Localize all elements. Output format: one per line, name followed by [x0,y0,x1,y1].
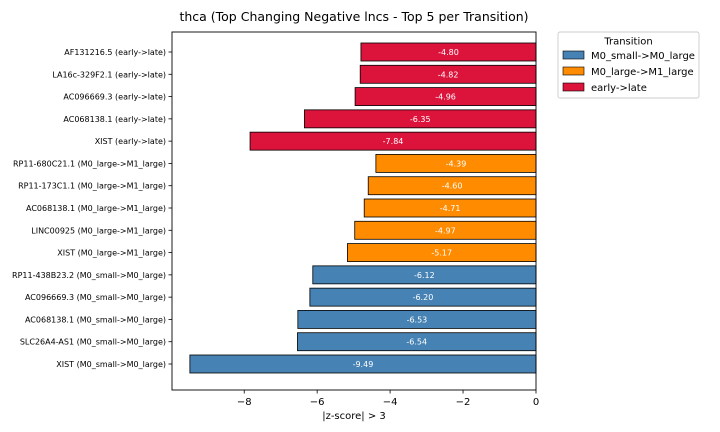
bar-value-label: -6.20 [413,293,434,302]
x-axis-ticks: −8 −6 −4 −2 0 [237,390,539,408]
legend-label: M0_small->M0_large [591,51,695,62]
bar-value-label: -4.82 [438,70,459,79]
y-tick-label: XIST (early->late) [95,137,166,146]
legend-label: early->late [591,83,647,94]
plot-frame [171,31,537,391]
y-tick-label: AC096669.3 (M0_small->M0_large) [25,293,166,302]
y-tick-label: LINC00925 (M0_large->M1_large) [31,226,166,235]
legend-label: M0_large->M1_large [591,67,694,78]
bar-value-label: -6.35 [410,115,431,124]
bars-layer: -4.80 -4.82 -4.96 -6.35 -7.84 -4.39 -4.60 -4.71… [189,42,537,374]
y-tick-label: AF131216.5 (early->late) [64,48,166,57]
y-tick-label: AC068138.1 (M0_large->M1_large) [26,204,166,213]
legend-swatch [562,66,585,76]
y-tick-label: XIST (M0_large->M1_large) [57,249,166,258]
bar-value-label: -6.53 [407,315,428,324]
y-tick-label: RP11-680C21.1 (M0_large->M1_large) [13,159,166,168]
x-tick-label: −8 [237,397,252,408]
x-tick-label: −2 [456,397,471,408]
legend-swatch [562,82,585,92]
bar-value-label: -4.71 [440,204,461,213]
x-tick-label: −6 [310,397,325,408]
y-tick-label: AC096669.3 (early->late) [63,93,166,102]
bar-value-label: -6.12 [414,271,435,280]
bar-value-label: -4.80 [438,48,459,57]
bar-value-label: -9.49 [353,360,374,369]
y-tick-label: RP11-173C1.1 (M0_large->M1_large) [18,182,166,191]
y-tick-label: AC068138.1 (M0_small->M0_large) [25,315,166,324]
y-tick-label: LA16c-329F2.1 (early->late) [52,70,166,79]
y-tick-labels: AF131216.5 (early->late) LA16c-329F2.1 (e… [12,48,172,369]
x-axis-label: |z-score| > 3 [322,411,386,422]
bar-value-label: -5.17 [431,249,452,258]
bar-value-label: -4.60 [442,182,463,191]
x-tick-label: −4 [383,397,398,408]
y-tick-label: XIST (M0_small->M0_large) [56,360,166,369]
legend-swatch [562,50,585,60]
y-tick-label: SLC26A4-AS1 (M0_small->M0_large) [20,338,166,347]
legend-entries: M0_small->M0_large M0_large->M1_largeearl… [562,50,695,94]
bar-value-label: -4.39 [446,159,467,168]
x-tick-label: 0 [533,397,539,408]
legend-frame [557,31,700,99]
y-tick-label: AC068138.1 (early->late) [63,115,166,124]
bar-value-label: -4.97 [435,226,456,235]
chart-title: thca (Top Changing Negative lncs - Top 5… [179,9,528,24]
legend: Transition M0_small->M0_large M0_large->M… [557,31,700,99]
bar-value-label: -6.54 [406,338,427,347]
legend-title: Transition [603,37,652,48]
bar-value-label: -7.84 [383,137,404,146]
y-tick-label: RP11-438B23.2 (M0_small->M0_large) [12,271,166,280]
bar-value-label: -4.96 [435,93,456,102]
